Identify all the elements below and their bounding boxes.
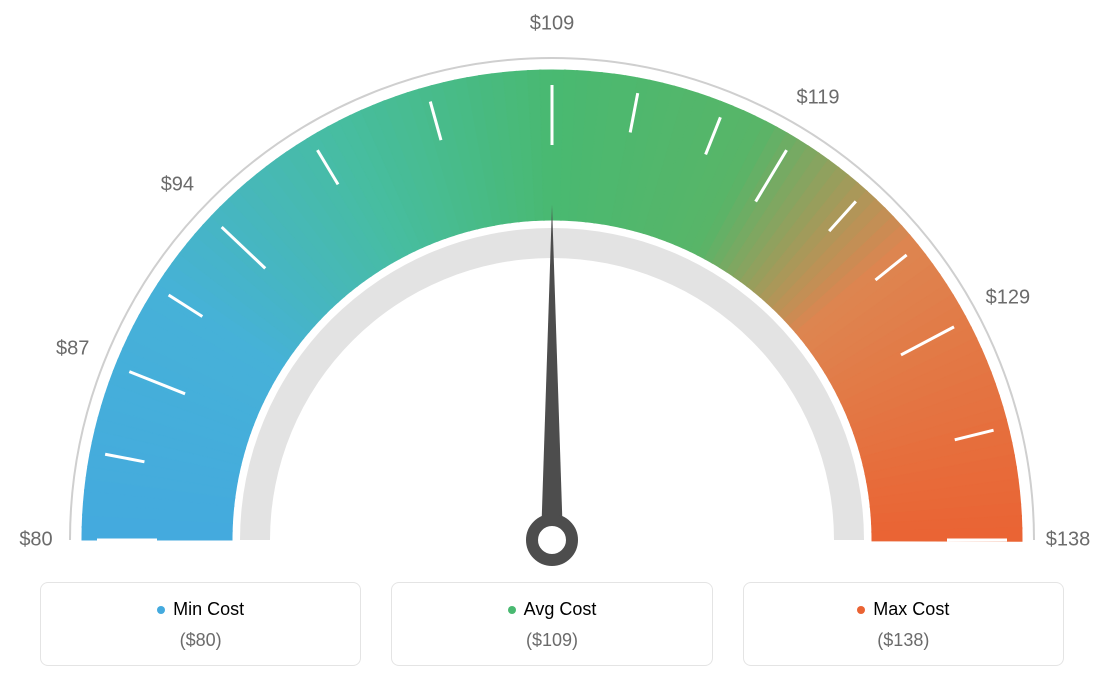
- legend-avg-dot: [508, 606, 516, 614]
- legend-avg-value: ($109): [392, 630, 711, 651]
- legend-avg-card: Avg Cost ($109): [391, 582, 712, 666]
- gauge-tick-label: $119: [797, 86, 840, 109]
- gauge-tick-label: $94: [161, 174, 194, 197]
- legend-avg-label: Avg Cost: [524, 599, 597, 620]
- gauge-tick-label: $138: [1046, 529, 1091, 552]
- legend-min-value: ($80): [41, 630, 360, 651]
- legend-avg-title: Avg Cost: [508, 599, 597, 620]
- gauge-svg: [0, 0, 1104, 570]
- legend-max-value: ($138): [744, 630, 1063, 651]
- legend-row: Min Cost ($80) Avg Cost ($109) Max Cost …: [0, 582, 1104, 666]
- legend-max-dot: [857, 606, 865, 614]
- gauge-tick-label: $109: [530, 13, 575, 36]
- legend-max-label: Max Cost: [873, 599, 949, 620]
- gauge-tick-label: $129: [986, 287, 1031, 310]
- legend-min-label: Min Cost: [173, 599, 244, 620]
- legend-min-card: Min Cost ($80): [40, 582, 361, 666]
- legend-min-dot: [157, 606, 165, 614]
- gauge-tick-label: $80: [19, 529, 52, 552]
- legend-max-title: Max Cost: [857, 599, 949, 620]
- gauge-chart: $80 $87 $94 $109 $119 $129 $138: [0, 0, 1104, 570]
- legend-min-title: Min Cost: [157, 599, 244, 620]
- gauge-tick-label: $87: [56, 338, 89, 361]
- legend-max-card: Max Cost ($138): [743, 582, 1064, 666]
